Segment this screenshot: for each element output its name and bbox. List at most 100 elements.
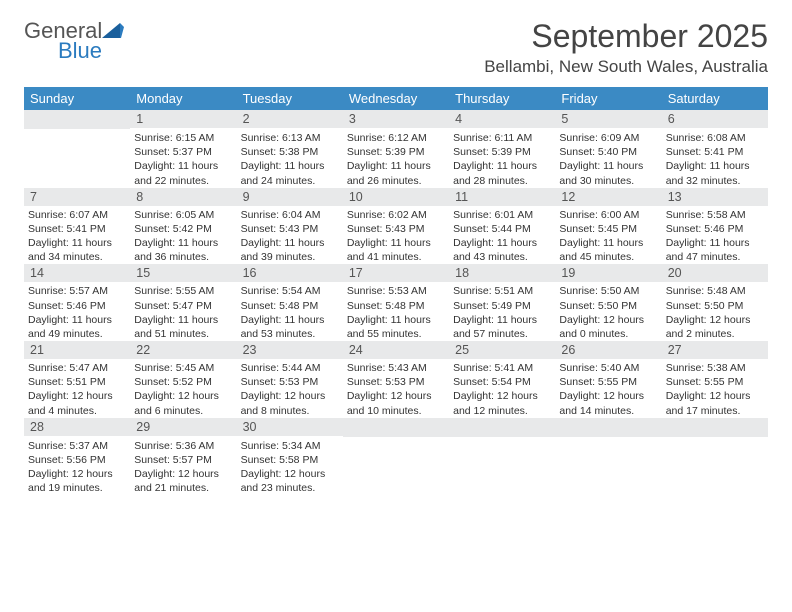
sunrise-text: Sunrise: 5:36 AM <box>134 439 232 453</box>
sunset-text: Sunset: 5:42 PM <box>134 222 232 236</box>
day-text: Sunrise: 5:34 AMSunset: 5:58 PMDaylight:… <box>237 437 343 496</box>
sunset-text: Sunset: 5:40 PM <box>559 145 657 159</box>
day-text: Sunrise: 6:00 AMSunset: 5:45 PMDaylight:… <box>555 206 661 265</box>
week-number-row: 14151617181920 <box>24 264 768 282</box>
day-text-cell: Sunrise: 6:13 AMSunset: 5:38 PMDaylight:… <box>237 129 343 188</box>
dow-thu: Thursday <box>449 87 555 110</box>
empty-day-number <box>24 110 130 129</box>
sunset-text: Sunset: 5:53 PM <box>241 375 339 389</box>
sunrise-text: Sunrise: 5:44 AM <box>241 361 339 375</box>
sunrise-text: Sunrise: 5:37 AM <box>28 439 126 453</box>
day-number-cell: 26 <box>555 341 661 359</box>
sunset-text: Sunset: 5:50 PM <box>666 299 764 313</box>
day-number-cell <box>449 418 555 437</box>
sunrise-text: Sunrise: 6:05 AM <box>134 208 232 222</box>
sunrise-text: Sunrise: 5:41 AM <box>453 361 551 375</box>
day-text: Sunrise: 5:54 AMSunset: 5:48 PMDaylight:… <box>237 282 343 341</box>
day-text <box>343 437 449 439</box>
logo-triangle-icon <box>102 22 124 40</box>
day-text-cell: Sunrise: 6:01 AMSunset: 5:44 PMDaylight:… <box>449 206 555 265</box>
sunset-text: Sunset: 5:53 PM <box>347 375 445 389</box>
calendar-body: 123456Sunrise: 6:15 AMSunset: 5:37 PMDay… <box>24 110 768 495</box>
day-number: 19 <box>555 264 661 282</box>
daylight-text: Daylight: 11 hours and 51 minutes. <box>134 313 232 341</box>
day-text-cell: Sunrise: 5:58 AMSunset: 5:46 PMDaylight:… <box>662 206 768 265</box>
sunrise-text: Sunrise: 6:04 AM <box>241 208 339 222</box>
sunrise-text: Sunrise: 5:40 AM <box>559 361 657 375</box>
day-number: 18 <box>449 264 555 282</box>
day-text: Sunrise: 6:12 AMSunset: 5:39 PMDaylight:… <box>343 129 449 188</box>
day-text: Sunrise: 5:53 AMSunset: 5:48 PMDaylight:… <box>343 282 449 341</box>
day-number-cell: 8 <box>130 188 236 206</box>
week-number-row: 78910111213 <box>24 188 768 206</box>
day-number: 8 <box>130 188 236 206</box>
day-number-cell: 2 <box>237 110 343 129</box>
day-text: Sunrise: 6:08 AMSunset: 5:41 PMDaylight:… <box>662 129 768 188</box>
dow-tue: Tuesday <box>237 87 343 110</box>
daylight-text: Daylight: 11 hours and 47 minutes. <box>666 236 764 264</box>
dow-mon: Monday <box>130 87 236 110</box>
day-text-cell: Sunrise: 5:37 AMSunset: 5:56 PMDaylight:… <box>24 437 130 496</box>
sunset-text: Sunset: 5:58 PM <box>241 453 339 467</box>
day-text-cell <box>662 437 768 496</box>
sunset-text: Sunset: 5:39 PM <box>453 145 551 159</box>
daylight-text: Daylight: 11 hours and 43 minutes. <box>453 236 551 264</box>
day-text-cell: Sunrise: 5:45 AMSunset: 5:52 PMDaylight:… <box>130 359 236 418</box>
day-text: Sunrise: 5:48 AMSunset: 5:50 PMDaylight:… <box>662 282 768 341</box>
sunrise-text: Sunrise: 6:01 AM <box>453 208 551 222</box>
sunset-text: Sunset: 5:37 PM <box>134 145 232 159</box>
day-number: 12 <box>555 188 661 206</box>
day-text <box>555 437 661 439</box>
day-text-cell: Sunrise: 6:11 AMSunset: 5:39 PMDaylight:… <box>449 129 555 188</box>
day-number: 4 <box>449 110 555 128</box>
day-text-cell: Sunrise: 5:53 AMSunset: 5:48 PMDaylight:… <box>343 282 449 341</box>
location-text: Bellambi, New South Wales, Australia <box>24 57 768 77</box>
empty-day-number <box>662 418 768 437</box>
daylight-text: Daylight: 11 hours and 34 minutes. <box>28 236 126 264</box>
day-number-cell: 20 <box>662 264 768 282</box>
day-text-cell: Sunrise: 5:51 AMSunset: 5:49 PMDaylight:… <box>449 282 555 341</box>
day-number: 6 <box>662 110 768 128</box>
day-number-cell: 24 <box>343 341 449 359</box>
sunrise-text: Sunrise: 5:51 AM <box>453 284 551 298</box>
day-text-cell: Sunrise: 5:38 AMSunset: 5:55 PMDaylight:… <box>662 359 768 418</box>
day-number: 16 <box>237 264 343 282</box>
week-number-row: 21222324252627 <box>24 341 768 359</box>
day-number-cell: 5 <box>555 110 661 129</box>
empty-day-number <box>343 418 449 437</box>
day-number-cell <box>24 110 130 129</box>
day-number-cell: 9 <box>237 188 343 206</box>
day-text: Sunrise: 6:11 AMSunset: 5:39 PMDaylight:… <box>449 129 555 188</box>
day-number-cell: 30 <box>237 418 343 437</box>
day-number-cell <box>662 418 768 437</box>
day-text: Sunrise: 6:15 AMSunset: 5:37 PMDaylight:… <box>130 129 236 188</box>
day-text: Sunrise: 5:57 AMSunset: 5:46 PMDaylight:… <box>24 282 130 341</box>
day-number: 15 <box>130 264 236 282</box>
sunrise-text: Sunrise: 5:47 AM <box>28 361 126 375</box>
day-text: Sunrise: 6:02 AMSunset: 5:43 PMDaylight:… <box>343 206 449 265</box>
sunset-text: Sunset: 5:48 PM <box>347 299 445 313</box>
daylight-text: Daylight: 11 hours and 30 minutes. <box>559 159 657 187</box>
day-number-cell: 15 <box>130 264 236 282</box>
day-number: 9 <box>237 188 343 206</box>
sunrise-text: Sunrise: 5:43 AM <box>347 361 445 375</box>
sunset-text: Sunset: 5:57 PM <box>134 453 232 467</box>
day-text: Sunrise: 6:09 AMSunset: 5:40 PMDaylight:… <box>555 129 661 188</box>
day-header-row: Sunday Monday Tuesday Wednesday Thursday… <box>24 87 768 110</box>
sunrise-text: Sunrise: 5:38 AM <box>666 361 764 375</box>
day-number: 27 <box>662 341 768 359</box>
week-text-row: Sunrise: 6:15 AMSunset: 5:37 PMDaylight:… <box>24 129 768 188</box>
sunrise-text: Sunrise: 5:54 AM <box>241 284 339 298</box>
sunrise-text: Sunrise: 6:07 AM <box>28 208 126 222</box>
daylight-text: Daylight: 11 hours and 32 minutes. <box>666 159 764 187</box>
daylight-text: Daylight: 11 hours and 57 minutes. <box>453 313 551 341</box>
day-text-cell: Sunrise: 6:09 AMSunset: 5:40 PMDaylight:… <box>555 129 661 188</box>
page-title: September 2025 <box>24 18 768 55</box>
day-text-cell: Sunrise: 5:47 AMSunset: 5:51 PMDaylight:… <box>24 359 130 418</box>
week-number-row: 123456 <box>24 110 768 129</box>
sunset-text: Sunset: 5:46 PM <box>666 222 764 236</box>
day-text-cell: Sunrise: 5:34 AMSunset: 5:58 PMDaylight:… <box>237 437 343 496</box>
daylight-text: Daylight: 12 hours and 2 minutes. <box>666 313 764 341</box>
daylight-text: Daylight: 12 hours and 19 minutes. <box>28 467 126 495</box>
daylight-text: Daylight: 11 hours and 22 minutes. <box>134 159 232 187</box>
